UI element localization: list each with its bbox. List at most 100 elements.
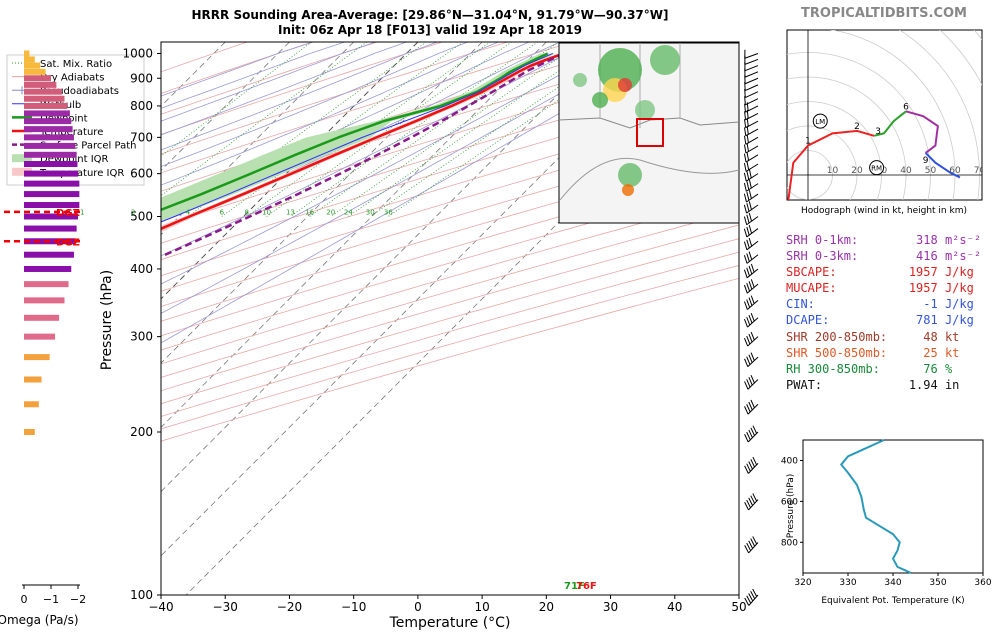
legend-label-pseudoadiabats: Pseudoadiabats: [40, 86, 119, 97]
barb-flag: [743, 153, 747, 163]
stat-unit: J/kg: [937, 313, 974, 328]
omega-bar: [24, 102, 68, 109]
barb-flag: [748, 497, 754, 506]
skewt-xlabel: Temperature (°C): [389, 615, 511, 631]
barb-flag: [752, 588, 758, 597]
barb-staff: [746, 268, 759, 279]
barb-flag: [746, 161, 750, 170]
hodograph-height-label: 9: [923, 156, 929, 166]
mixing-ratio-line: [290, 42, 538, 217]
wind-barb: [744, 425, 759, 443]
thetae-frame: [802, 439, 984, 574]
barb-flag: [743, 255, 748, 264]
legend-label-surface-parcel-path: Surface Parcel Path: [40, 141, 136, 152]
hodograph-caption: Hodograph (wind in kt, height in km): [801, 206, 967, 216]
barb-flag: [746, 191, 750, 201]
y-tick-label: 800: [130, 99, 153, 113]
omega-bar: [24, 202, 80, 209]
x-tick-label: −10: [341, 600, 366, 614]
barb-flag: [744, 465, 749, 474]
stat-unit: J/kg: [937, 281, 974, 296]
wind-barb: [744, 493, 759, 511]
omega-bar: [24, 401, 39, 408]
stat-row: SRH 0-1km: 318 m²s⁻²: [786, 232, 996, 248]
wind-barb: [744, 125, 759, 137]
mixing-ratio-label: 2: [131, 208, 135, 216]
barb-flag: [748, 212, 753, 222]
mixing-ratio-label: 10: [262, 208, 271, 216]
stat-value: 1957: [894, 265, 938, 280]
barb-staff: [746, 240, 759, 251]
omega-bar: [24, 62, 41, 69]
barb-flag: [748, 169, 752, 179]
barb-flag: [750, 590, 756, 599]
barb-flag: [750, 538, 756, 547]
barb-flag: [748, 461, 753, 470]
y-tick-label: 100: [130, 588, 153, 602]
barb-staff: [747, 317, 759, 328]
dry-adiabat-line: [161, 85, 739, 261]
barb-flag: [748, 314, 753, 324]
dgz-label: DGZ: [56, 237, 80, 248]
dry-adiabat-line: [161, 277, 739, 442]
x-tick-label: 40: [667, 600, 682, 614]
radar-echo: [592, 92, 608, 108]
barb-flag: [744, 127, 747, 136]
isotherm-line: [161, 42, 483, 364]
legend-label-temperature: Temperature: [39, 127, 103, 138]
barb-staff: [747, 463, 759, 474]
barb-staff: [748, 542, 759, 554]
barb-flag: [743, 193, 747, 203]
barb-flag: [748, 281, 753, 290]
omega-panel: DGZ DGZ 0 −1 −2 Omega (Pa/s): [0, 50, 86, 627]
stat-value: 48: [894, 329, 938, 344]
barb-flag: [743, 241, 748, 250]
barb-staff: [745, 163, 759, 172]
barb-staff: [746, 204, 759, 214]
mixing-ratio-label: 24: [344, 208, 353, 216]
y-tick-label: 500: [130, 209, 153, 223]
y-tick-label: 300: [130, 330, 153, 344]
y-tick-label: 400: [130, 262, 153, 276]
stat-value: 318: [894, 233, 938, 247]
hodograph-tick-label: 70: [974, 166, 986, 176]
hodograph-tick-label: 20: [851, 166, 863, 176]
barb-flag: [744, 597, 750, 606]
wind-barb: [744, 331, 759, 347]
stat-unit: kt: [937, 329, 960, 344]
radar-echo: [618, 163, 642, 187]
stat-unit: m²s⁻²: [937, 249, 982, 264]
barb-flag: [746, 239, 750, 249]
hodograph-height-label: 3: [875, 127, 881, 137]
barb-staff: [748, 499, 759, 511]
moist-adiabat-line: [161, 42, 468, 167]
barb-flag: [746, 151, 750, 161]
barb-staff: [746, 183, 759, 192]
wind-barb: [743, 295, 759, 310]
barb-flag: [744, 502, 749, 511]
omega-tick-label: 0: [21, 593, 28, 606]
stat-label: DCAPE:: [786, 313, 895, 328]
barb-flag: [748, 429, 753, 438]
x-tick-label: 30: [603, 600, 618, 614]
hodograph-panel: 1020304050607012369LMRM Hodograph (wind …: [786, 29, 986, 216]
barb-flag: [743, 301, 748, 310]
thetae-x-tick-label: 340: [884, 578, 901, 588]
stat-value: 1.94: [894, 377, 938, 392]
thetae-y-tick-label: 400: [781, 456, 798, 466]
stat-label: SRH 0-3km:: [786, 249, 895, 264]
y-tick-label: 700: [130, 130, 153, 144]
barb-staff: [745, 145, 759, 154]
stat-label: SRH 0-1km:: [786, 233, 895, 247]
barb-flag: [746, 404, 751, 413]
stat-unit: %: [937, 361, 953, 376]
barb-flag: [748, 540, 754, 549]
storm-motion-marker: [869, 160, 885, 176]
barb-flag: [746, 181, 750, 190]
stat-unit: m²s⁻²: [937, 233, 982, 247]
barb-staff: [744, 77, 759, 85]
barb-flag: [743, 269, 748, 278]
wind-barb: [743, 237, 759, 251]
wind-barb: [744, 399, 759, 415]
wind-barb: [744, 456, 759, 474]
